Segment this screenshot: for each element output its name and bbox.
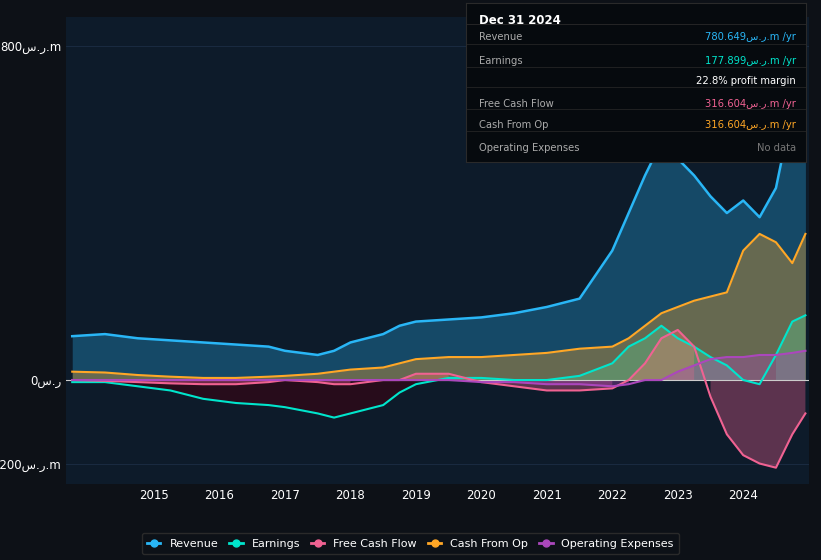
Text: Dec 31 2024: Dec 31 2024 bbox=[479, 14, 561, 27]
Text: 316.604س.ر.m /yr: 316.604س.ر.m /yr bbox=[705, 99, 796, 109]
Text: 22.8% profit margin: 22.8% profit margin bbox=[696, 76, 796, 86]
Text: 316.604س.ر.m /yr: 316.604س.ر.m /yr bbox=[705, 120, 796, 130]
Legend: Revenue, Earnings, Free Cash Flow, Cash From Op, Operating Expenses: Revenue, Earnings, Free Cash Flow, Cash … bbox=[141, 533, 680, 554]
Text: Operating Expenses: Operating Expenses bbox=[479, 143, 580, 153]
Text: Revenue: Revenue bbox=[479, 31, 522, 41]
Text: No data: No data bbox=[757, 143, 796, 153]
Text: 780.649س.ر.m /yr: 780.649س.ر.m /yr bbox=[705, 31, 796, 41]
Text: Cash From Op: Cash From Op bbox=[479, 120, 548, 130]
Text: 177.899س.ر.m /yr: 177.899س.ر.m /yr bbox=[705, 56, 796, 66]
Text: Free Cash Flow: Free Cash Flow bbox=[479, 99, 554, 109]
Text: Earnings: Earnings bbox=[479, 56, 523, 66]
